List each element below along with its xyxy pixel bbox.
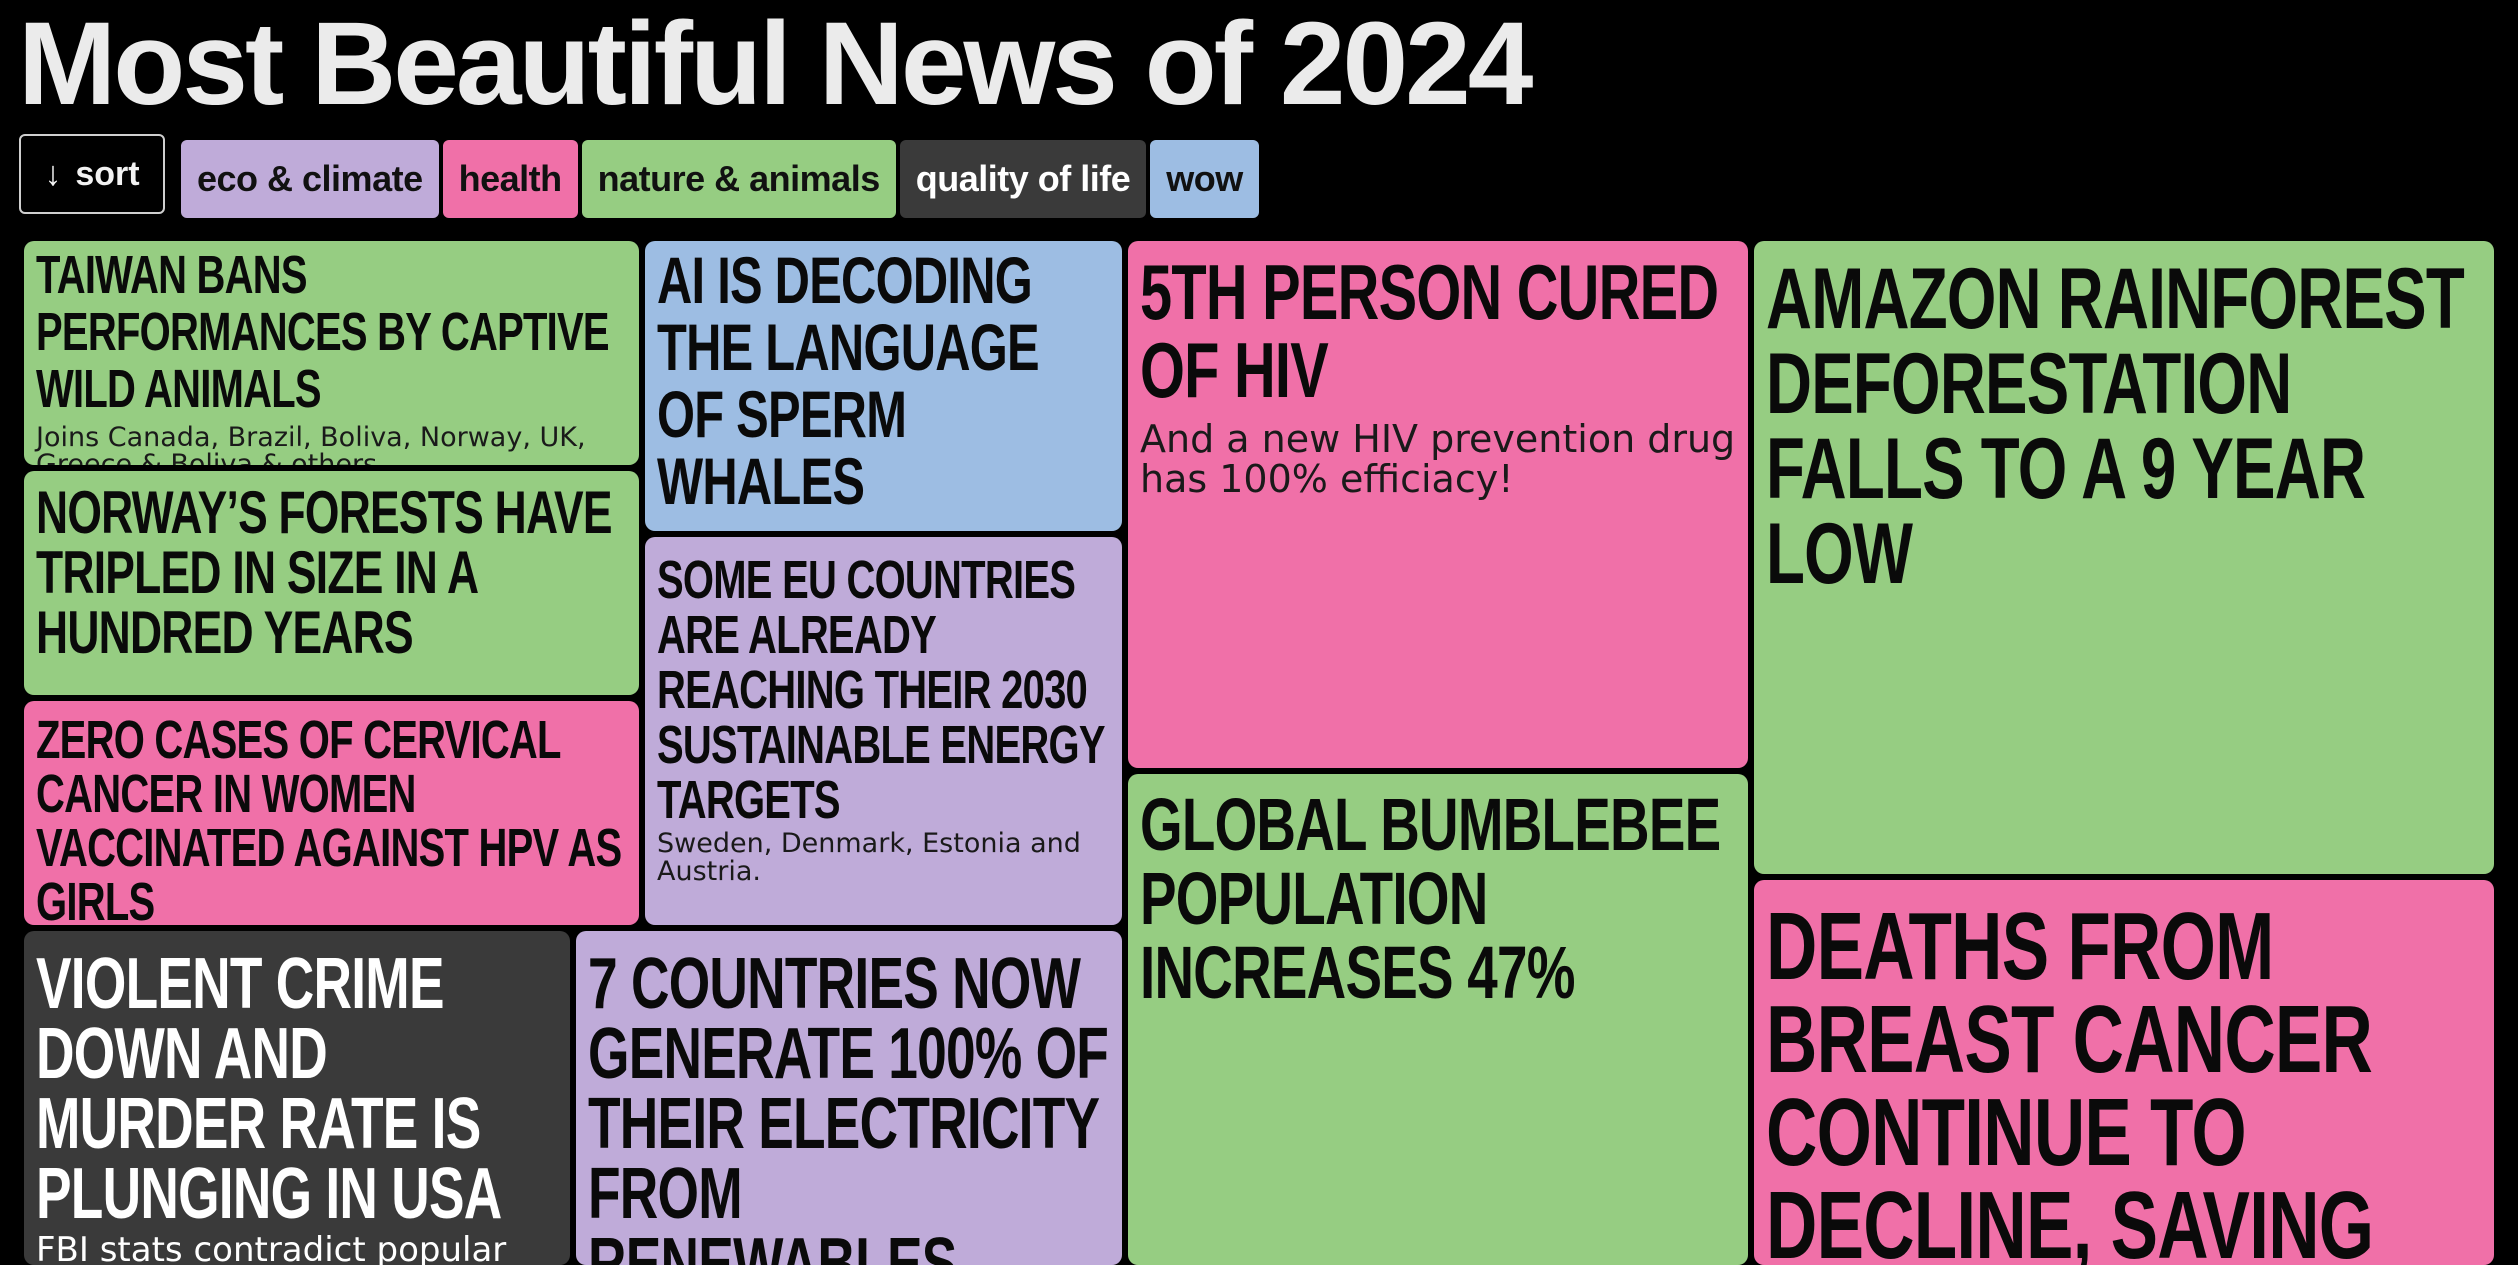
tile-subtext: And a new HIV prevention drug has 100% e… <box>1140 417 1736 501</box>
filter-eco-climate[interactable]: eco & climate <box>181 140 439 218</box>
tile-headline: AI is decoding the language of sperm wha… <box>657 243 1040 518</box>
tile-headline: Global bumblebee population increases 47… <box>1140 783 1721 1014</box>
tile-subtext: FBI stats contradict popular <box>36 1230 507 1265</box>
news-tile[interactable]: Amazon rainforest deforestation falls to… <box>1754 241 2494 874</box>
page-title: Most Beautiful News of 2024 <box>18 0 1533 130</box>
filter-bar: ↓ sort eco & climate health nature & ani… <box>19 134 1259 218</box>
news-tile[interactable]: Violent crime down and murder rate is pl… <box>24 931 570 1265</box>
news-tile[interactable]: Norway’s forests have tripled in size in… <box>24 471 639 695</box>
news-tile[interactable]: Some EU countries are already reaching t… <box>645 537 1122 925</box>
news-tile[interactable]: Taiwan bans performances by captive wild… <box>24 241 639 465</box>
news-tile[interactable]: 5th person cured of HIV And a new HIV pr… <box>1128 241 1748 768</box>
tile-headline: Amazon rainforest deforestation falls to… <box>1766 251 2465 602</box>
arrow-down-icon: ↓ <box>44 154 62 193</box>
tile-headline: 7 countries now generate 100% of their e… <box>588 944 1109 1265</box>
tile-headline: Taiwan bans performances by captive wild… <box>36 245 610 419</box>
tile-headline: Zero cases of cervical cancer in women v… <box>36 710 622 925</box>
filter-health[interactable]: health <box>442 140 578 218</box>
news-tile[interactable]: Deaths from breast cancer continue to de… <box>1754 880 2494 1265</box>
news-tile[interactable]: AI is decoding the language of sperm wha… <box>645 241 1122 531</box>
filter-wow[interactable]: wow <box>1150 140 1259 218</box>
sort-button[interactable]: ↓ sort <box>19 134 165 214</box>
news-tile[interactable]: 7 countries now generate 100% of their e… <box>576 931 1122 1265</box>
sort-label: sort <box>75 154 140 193</box>
tile-headline: Norway’s forests have tripled in size in… <box>36 479 612 666</box>
filter-nature-animals[interactable]: nature & animals <box>581 140 896 218</box>
news-tile[interactable]: Global bumblebee population increases 47… <box>1128 774 1748 1265</box>
tile-headline: Some EU countries are already reaching t… <box>657 550 1105 830</box>
filter-quality-of-life[interactable]: quality of life <box>899 140 1147 218</box>
tile-headline: 5th person cured of HIV <box>1140 248 1719 414</box>
tile-headline: Violent crime down and murder rate is pl… <box>36 944 502 1234</box>
news-tile[interactable]: Zero cases of cervical cancer in women v… <box>24 701 639 925</box>
tile-subtext: Sweden, Denmark, Estonia and Austria. <box>657 828 1081 887</box>
tile-subtext: Joins Canada, Brazil, Boliva, Norway, UK… <box>36 422 586 465</box>
tile-headline: Deaths from breast cancer continue to de… <box>1766 893 2374 1265</box>
